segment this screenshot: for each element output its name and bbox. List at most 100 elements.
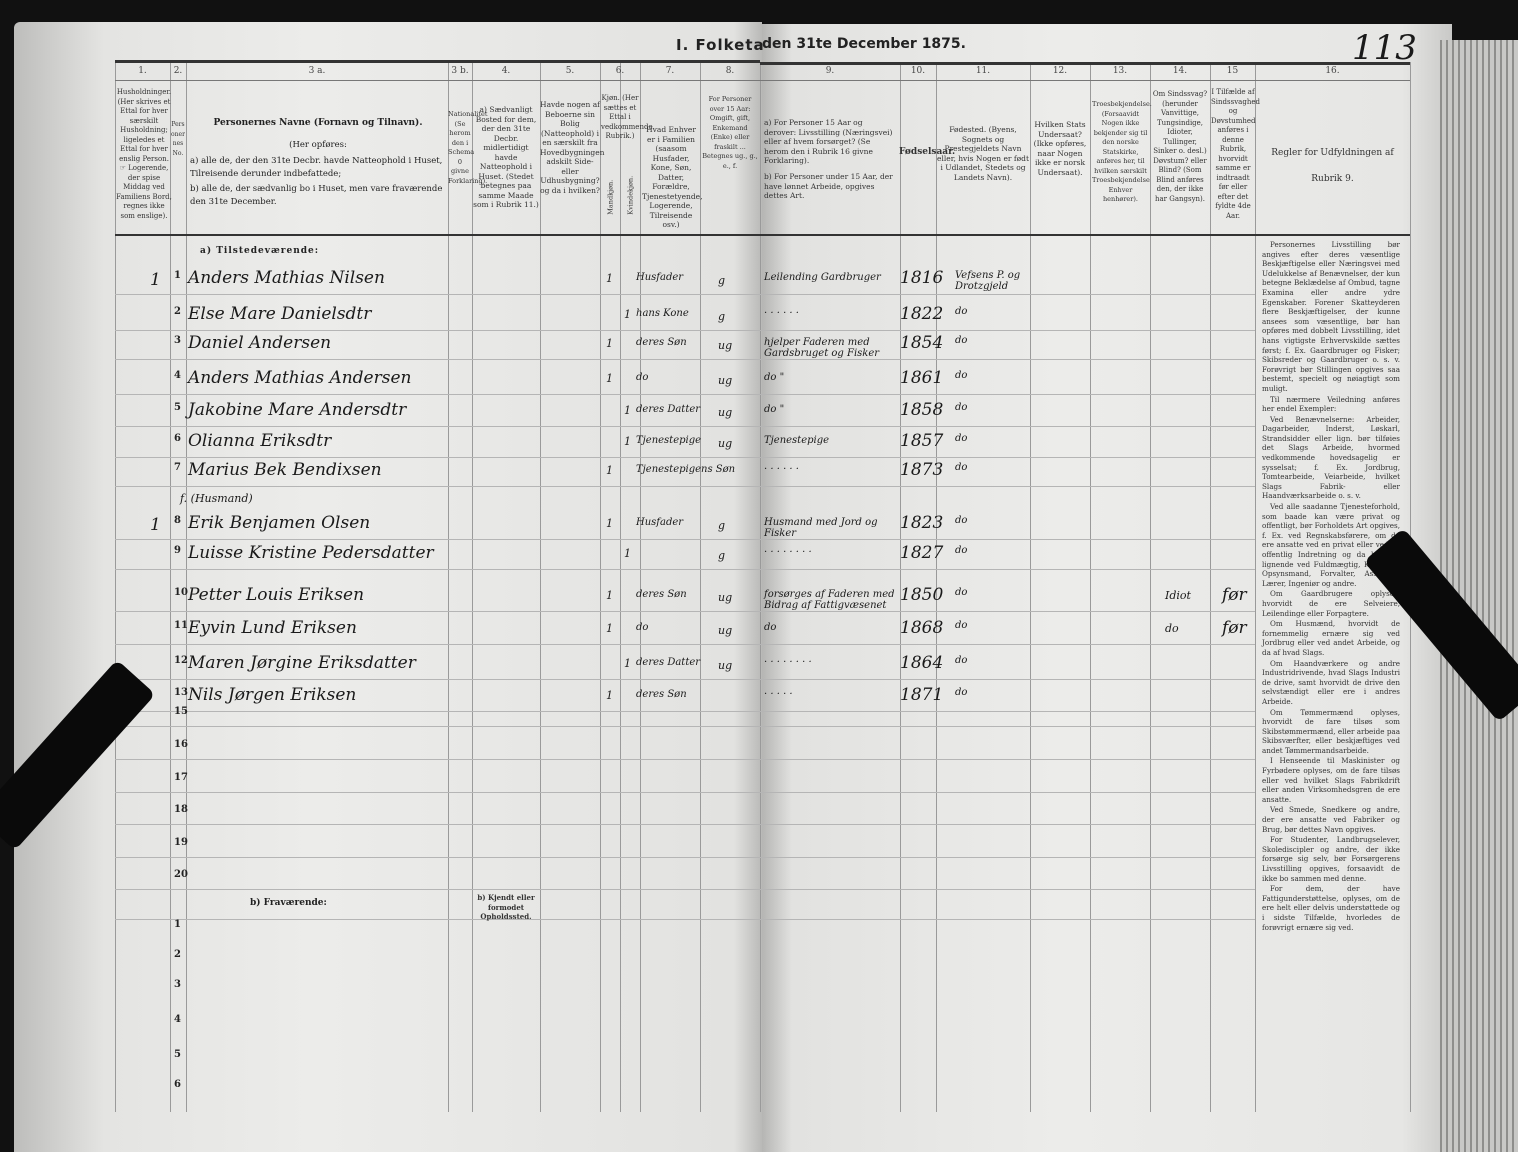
top-rule <box>115 60 760 63</box>
column-rule <box>640 62 641 1112</box>
occupation: Tjenestepige <box>764 435 830 446</box>
birthplace: do <box>955 545 968 556</box>
rules-paragraph: For Studenter, Landbrugselever, Skoledis… <box>1262 835 1400 883</box>
row-rule <box>115 426 1255 427</box>
family-role: deres Søn <box>636 337 687 348</box>
infirmity: Idiot <box>1165 589 1191 602</box>
family-role: deres Datter <box>636 404 701 415</box>
male-mark: 1 <box>606 372 613 385</box>
column-number: 7. <box>665 66 675 76</box>
birthplace: do <box>955 306 968 317</box>
column-rule <box>900 62 901 1112</box>
birth-year: 1873 <box>900 460 944 480</box>
occupation: do <box>764 622 777 633</box>
person-name: Else Mare Danielsdtr <box>188 304 372 324</box>
row-rule <box>115 359 1255 360</box>
rules-paragraph: Ved Benævnelserne: Arbeider, Dagarbeider… <box>1262 414 1400 501</box>
female-mark: 1 <box>624 308 631 321</box>
female-mark: 1 <box>624 435 631 448</box>
birth-year: 1861 <box>900 368 944 388</box>
family-role: Husfader <box>636 272 684 283</box>
row-rule <box>115 486 1255 487</box>
birth-year: 1858 <box>900 400 944 420</box>
person-number: 19 <box>174 837 188 848</box>
civil-status: ug <box>718 659 733 672</box>
person-number: 17 <box>174 772 188 783</box>
person-number: 9 <box>174 545 181 556</box>
civil-status: ug <box>718 591 733 604</box>
column-number: 11. <box>975 66 991 76</box>
column-number: 3 b. <box>451 66 469 76</box>
female-mark: 1 <box>624 404 631 417</box>
male-mark: 1 <box>606 272 613 285</box>
person-name: Petter Louis Eriksen <box>188 585 365 605</box>
family-role: Tjenestepigens Søn <box>636 464 736 475</box>
onset: før <box>1222 618 1247 638</box>
husmand-note: f. (Husmand) <box>180 492 253 505</box>
row-rule <box>115 857 1255 858</box>
column-rule <box>600 62 601 1112</box>
header-usual-residence: a) Sædvanligt Bosted for dem, der den 31… <box>473 105 539 209</box>
table-row: 4 Anders Mathias Andersen 1 do ug do " 1861 do <box>0 368 1410 398</box>
person-number: 12 <box>174 655 188 666</box>
occupation: · · · · · <box>764 689 793 700</box>
title-right: den 31te December 1875. <box>762 36 966 52</box>
person-number: 15 <box>174 706 188 717</box>
column-rule <box>936 62 937 1112</box>
rules-paragraph: I Henseende til Maskinister og Fyrbødere… <box>1262 756 1400 804</box>
civil-status: ug <box>718 406 733 419</box>
birthplace: do <box>955 655 968 666</box>
person-number: 18 <box>174 804 188 815</box>
person-number: 7 <box>174 462 181 473</box>
infirmity: do <box>1165 622 1179 635</box>
table-row: 3 Daniel Andersen 1 deres Søn ug hjelper Fade… <box>0 333 1410 363</box>
table-row: 1 8 Erik Benjamen Olsen 1 Husfader g Husmand m… <box>0 513 1410 543</box>
absent-row-number: 3 <box>174 979 181 990</box>
person-number: 13 <box>174 687 188 698</box>
rules-paragraph: Om Gaardbrugere oplyses, hvorvidt de ere… <box>1262 589 1400 618</box>
table-row: 12 Maren Jørgine Eriksdatter 1 deres Datter… <box>0 653 1410 683</box>
row-rule <box>115 394 1255 395</box>
header-names-b: b) alle de, der sædvanlig bo i Huset, me… <box>190 184 443 207</box>
column-rule <box>1030 62 1031 1112</box>
absent-row-number: 6 <box>174 1079 181 1090</box>
left-page <box>14 22 762 1152</box>
birthplace: do <box>955 370 968 381</box>
birthplace: do <box>955 462 968 473</box>
absent-residence-header: b) Kjendt eller formodet Opholdssted. <box>477 893 535 921</box>
row-rule <box>115 759 1255 760</box>
female-mark: 1 <box>624 547 631 560</box>
column-number-rule <box>115 80 1410 81</box>
table-row: 13 Nils Jørgen Eriksen 1 deres Søn · · · · ·… <box>0 685 1410 715</box>
column-rule <box>760 62 761 1112</box>
birth-year: 1822 <box>900 304 944 324</box>
row-rule <box>115 711 1255 712</box>
person-name: Jakobine Mare Andersdtr <box>188 400 407 420</box>
table-row: 1 1 Anders Mathias Nilsen 1 Husfader g Leilend… <box>0 268 1410 298</box>
rules-paragraph: Ved Smede, Snedkere og andre, der ere an… <box>1262 805 1400 834</box>
person-number: 20 <box>174 869 188 880</box>
section-present: a) Tilstedeværende: <box>200 246 320 256</box>
birthplace: do <box>955 335 968 346</box>
rules-paragraph: Til nærmere Veiledning anføres her endel… <box>1262 394 1400 414</box>
civil-status: g <box>718 549 726 562</box>
column-rule <box>1255 62 1256 1112</box>
family-role: deres Søn <box>636 589 687 600</box>
header-rules: Regler for Udfyldningen af Rubrik 9. <box>1271 148 1394 184</box>
person-number: 11 <box>174 620 188 631</box>
absent-row-number: 1 <box>174 919 181 930</box>
birthplace: do <box>955 587 968 598</box>
header-side-building: Havde nogen af Beboerne sin Bolig (Natte… <box>540 100 605 195</box>
civil-status: ug <box>718 437 733 450</box>
civil-status: g <box>718 274 726 287</box>
person-name: Luisse Kristine Pedersdatter <box>188 543 434 563</box>
civil-status: g <box>718 519 726 532</box>
birth-year: 1823 <box>900 513 944 533</box>
row-rule <box>115 611 1255 612</box>
person-name: Olianna Eriksdtr <box>188 431 332 451</box>
row-rule <box>115 539 1255 540</box>
family-role: do <box>636 622 649 633</box>
family-role: Husfader <box>636 517 684 528</box>
rules-paragraph: Om Husmænd, hvorvidt de fornemmelig ernæ… <box>1262 619 1400 657</box>
occupation: Husmand med Jord og Fisker <box>764 517 878 539</box>
